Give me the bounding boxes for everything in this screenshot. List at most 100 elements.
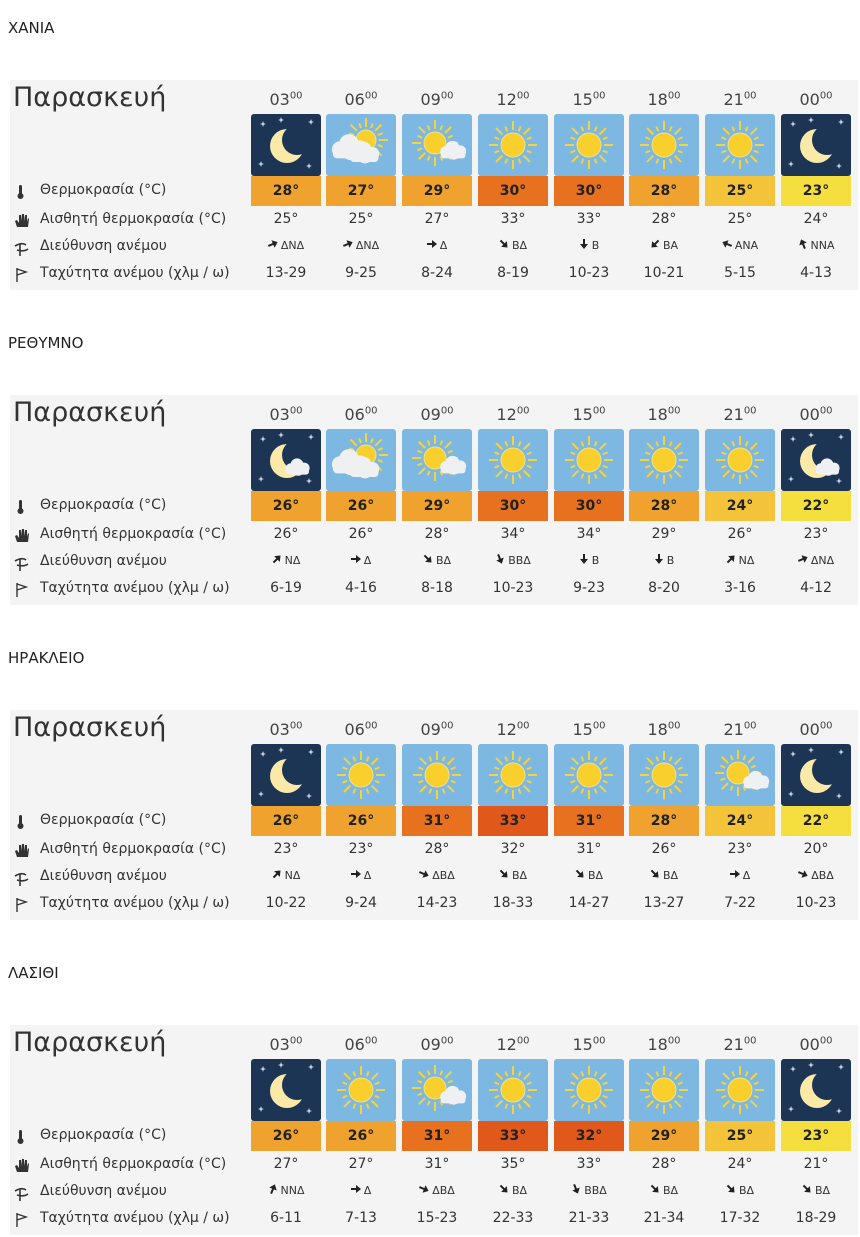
wind-direction-text: ΒΔ <box>662 1184 679 1197</box>
hour: 21 <box>723 90 744 109</box>
row-icon <box>14 557 29 571</box>
weather-icon <box>629 744 699 806</box>
wind-direction: ΔΒΔ <box>778 869 854 882</box>
weather-icon <box>629 429 699 491</box>
wind-arrow <box>575 869 584 878</box>
wind-arrow <box>722 240 732 248</box>
wind-arrow <box>797 555 808 563</box>
weather-icon <box>251 429 321 491</box>
temperature: 31° <box>402 1121 472 1151</box>
time-label: 1500 <box>551 720 627 739</box>
feels-like: 26° <box>727 526 753 542</box>
time-label: 1200 <box>475 90 551 109</box>
hour: 06 <box>344 90 365 109</box>
row-label: Διεύθυνση ανέμου <box>40 238 167 254</box>
wind-speed: 9-23 <box>573 580 605 596</box>
wind-direction-text: Β <box>591 239 600 252</box>
temperature: 28° <box>251 176 321 206</box>
wind-direction-text: ΒΒΔ <box>508 554 531 567</box>
feels-like: 25° <box>273 211 299 227</box>
weather-icon <box>781 744 851 806</box>
hour: 15 <box>572 90 593 109</box>
wind-arrow <box>726 555 735 564</box>
time-label: 2100 <box>702 90 778 109</box>
wind-speed: 8-24 <box>421 265 453 281</box>
wind-direction: Δ <box>323 554 399 567</box>
temperature: 31° <box>402 806 472 836</box>
temperature: 23° <box>781 176 851 206</box>
wind-direction-text: Δ <box>742 869 751 882</box>
wind-direction: Β <box>551 554 627 567</box>
wind-direction-text: Δ <box>363 554 372 567</box>
wind-speed: 14-23 <box>416 895 458 911</box>
wind-speed: 10-21 <box>643 265 685 281</box>
wind-arrow <box>650 1184 659 1193</box>
hour: 06 <box>344 405 365 424</box>
feels-like: 34° <box>500 526 526 542</box>
wind-arrow <box>272 555 281 564</box>
wind-direction: Δ <box>323 1184 399 1197</box>
feels-like: 25° <box>348 211 374 227</box>
wind-direction-text: ΔΒΔ <box>811 869 834 882</box>
weather-icon <box>326 1059 396 1121</box>
minute: 00 <box>289 405 303 417</box>
weather-icon <box>478 744 548 806</box>
hour: 15 <box>572 405 593 424</box>
hour: 15 <box>572 720 593 739</box>
wind-direction: ΒΔ <box>475 869 551 882</box>
wind-arrow <box>268 1184 277 1194</box>
feels-like: 26° <box>651 841 677 857</box>
time-label: 1200 <box>475 1035 551 1054</box>
weather-icon <box>554 114 624 176</box>
wind-direction-text: Δ <box>363 1184 372 1197</box>
minute: 00 <box>592 1035 606 1047</box>
minute: 00 <box>819 405 833 417</box>
wind-direction: Δ <box>399 239 475 252</box>
hour: 09 <box>420 90 441 109</box>
wind-arrow <box>798 870 808 878</box>
row-label: Ταχύτητα ανέμου (χλμ / ω) <box>40 265 230 281</box>
wind-direction: ΝΔ <box>702 554 778 567</box>
wind-arrow <box>654 554 663 564</box>
minute: 00 <box>516 405 530 417</box>
row-icon <box>16 1213 29 1227</box>
wind-direction: ΝΔ <box>248 869 324 882</box>
time-label: 1500 <box>551 1035 627 1054</box>
wind-direction: ΒΔ <box>778 1184 854 1197</box>
time-label: 0900 <box>399 1035 475 1054</box>
time-label: 1200 <box>475 405 551 424</box>
minute: 00 <box>440 405 454 417</box>
wind-arrow <box>579 239 588 249</box>
wind-speed: 6-19 <box>270 580 302 596</box>
time-label: 0600 <box>323 405 399 424</box>
hour: 21 <box>723 1035 744 1054</box>
row-label: Διεύθυνση ανέμου <box>40 1183 167 1199</box>
wind-direction: Β <box>551 239 627 252</box>
wind-direction: ΝΝΑ <box>778 239 854 252</box>
wind-speed: 4-16 <box>345 580 377 596</box>
weather-icon <box>251 1059 321 1121</box>
weather-icon <box>629 114 699 176</box>
temperature: 26° <box>326 806 396 836</box>
wind-direction: ΒΔ <box>475 239 551 252</box>
minute: 00 <box>667 1035 681 1047</box>
minute: 00 <box>440 90 454 102</box>
weather-icon <box>478 429 548 491</box>
minute: 00 <box>364 720 378 732</box>
time-label: 2100 <box>702 720 778 739</box>
region-title: ΧΑΝΙΑ <box>8 19 55 37</box>
wind-direction-text: ΔΝΔ <box>280 239 305 252</box>
minute: 00 <box>592 720 606 732</box>
temperature: 33° <box>478 806 548 836</box>
time-label: 1800 <box>626 720 702 739</box>
wind-direction-text: ΒΑ <box>662 239 679 252</box>
wind-direction-text: Β <box>591 554 600 567</box>
row-icon <box>14 872 29 886</box>
wind-direction-text: ΝΝΑ <box>810 239 835 252</box>
region-title: ΡΕΘΥΜΝΟ <box>8 334 84 352</box>
feels-like: 33° <box>576 1156 602 1172</box>
wind-direction-text: ΒΔ <box>511 869 528 882</box>
hour: 09 <box>420 1035 441 1054</box>
wind-direction-text: ΔΝΔ <box>355 239 380 252</box>
minute: 00 <box>289 1035 303 1047</box>
